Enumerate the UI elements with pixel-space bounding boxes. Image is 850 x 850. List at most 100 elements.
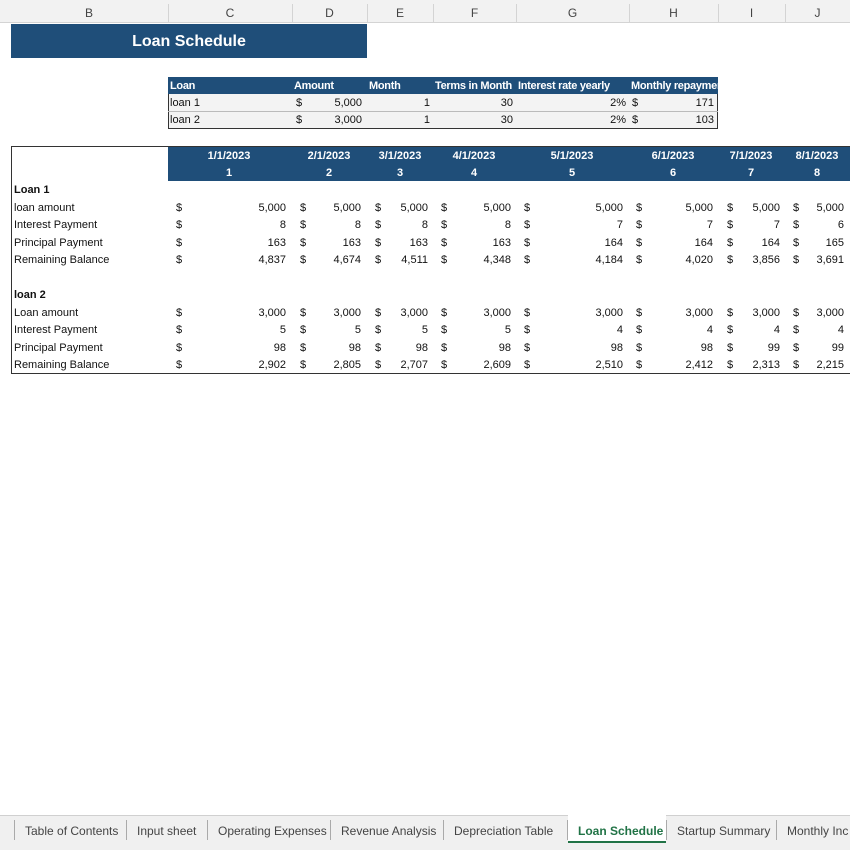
cell-value: 3,691 [816,254,844,266]
currency: $ [375,359,382,371]
summary-header: Month [369,80,401,92]
cell-value: 98 [610,341,623,354]
currency: $ [441,341,448,354]
period-date: 7/1/2023 [729,150,773,162]
currency: $ [300,324,307,336]
cell-value: 2,313 [752,359,780,371]
column-header: D [325,6,334,20]
cell-value: 8 [504,219,511,231]
cell-value: 5 [504,324,511,336]
cell-value: 2,609 [483,359,511,371]
sheet-tab[interactable]: Depreciation Table [454,824,554,838]
cell-value: 163 [267,236,286,249]
tab-separator [207,820,208,840]
period-date: 2/1/2023 [307,150,351,162]
row-label: Interest Payment [14,219,98,231]
schedule-frame [11,146,850,374]
column-separator [433,4,434,23]
currency: $ [524,201,531,214]
currency: $ [375,219,382,231]
summary-header: Terms in Month [435,80,512,92]
currency: $ [176,359,183,371]
currency: $ [793,341,800,354]
currency: $ [793,236,800,249]
sheet-tab[interactable]: Table of Contents [25,824,119,838]
currency: $ [441,359,448,371]
currency: $ [632,114,639,126]
period-number: 4 [470,167,478,179]
currency: $ [727,201,734,214]
cell-value: 163 [409,236,428,249]
currency: $ [524,359,531,371]
cell-value: 5,000 [816,201,844,214]
cell-value: 7 [706,219,713,231]
currency: $ [727,306,734,319]
currency: $ [300,254,307,266]
column-header: C [225,6,235,20]
sheet-tab[interactable]: Startup Summary [677,824,771,838]
tab-separator [666,820,667,840]
cell-value: 3,000 [258,306,286,319]
currency: $ [441,201,448,214]
column-header: I [749,6,754,20]
summary-divider [168,111,718,112]
currency: $ [524,236,531,249]
period-number: 2 [325,167,333,179]
currency: $ [300,306,307,319]
currency: $ [727,254,734,266]
currency: $ [793,324,800,336]
cell-value: 165 [825,236,844,249]
title-bar [11,24,367,58]
tab-bar [0,815,850,850]
sheet-tab[interactable]: Loan Schedule [578,824,664,838]
column-header: F [470,6,479,20]
currency: $ [176,236,183,249]
currency: $ [636,341,643,354]
currency: $ [524,219,531,231]
currency: $ [441,254,448,266]
cell-value: 3,000 [816,306,844,319]
column-separator [516,4,517,23]
cell-value: 99 [831,341,844,354]
cell-value: 98 [415,341,428,354]
cell-value: 2,510 [595,359,623,371]
period-date: 6/1/2023 [651,150,695,162]
currency: $ [636,359,643,371]
currency: $ [296,97,303,109]
sheet-tab[interactable]: Input sheet [137,824,197,838]
currency: $ [441,236,448,249]
cell-value: 8 [279,219,286,231]
currency: $ [375,254,382,266]
currency: $ [524,324,531,336]
row-label: Principal Payment [14,341,103,354]
currency: $ [727,359,734,371]
period-date: 5/1/2023 [550,150,594,162]
period-number: 5 [568,167,576,179]
currency: $ [793,219,800,231]
cell-value: 3,000 [333,306,361,319]
sheet-tab[interactable]: Monthly Inc [787,824,849,838]
currency: $ [176,324,183,336]
cell-value: 4,020 [685,254,713,266]
sheet-tab[interactable]: Operating Expenses [218,824,327,838]
period-date: 4/1/2023 [452,150,496,162]
cell-value: 98 [498,341,511,354]
tab-separator [567,820,568,840]
cell-value: 5 [354,324,361,336]
column-header: H [669,6,678,20]
cell-value: 8 [354,219,361,231]
cell-value: 2,805 [333,359,361,371]
sheet-tab[interactable]: Revenue Analysis [341,824,437,838]
summary-header: Interest rate yearly [518,80,610,92]
cell-value: 7 [616,219,623,231]
currency: $ [300,236,307,249]
summary-amount: 3,000 [334,114,362,126]
currency: $ [176,201,183,214]
cell-value: 4 [616,324,623,336]
currency: $ [727,219,734,231]
currency: $ [176,254,183,266]
currency: $ [632,97,639,109]
cell-value: 5,000 [400,201,428,214]
column-header: E [395,6,404,20]
